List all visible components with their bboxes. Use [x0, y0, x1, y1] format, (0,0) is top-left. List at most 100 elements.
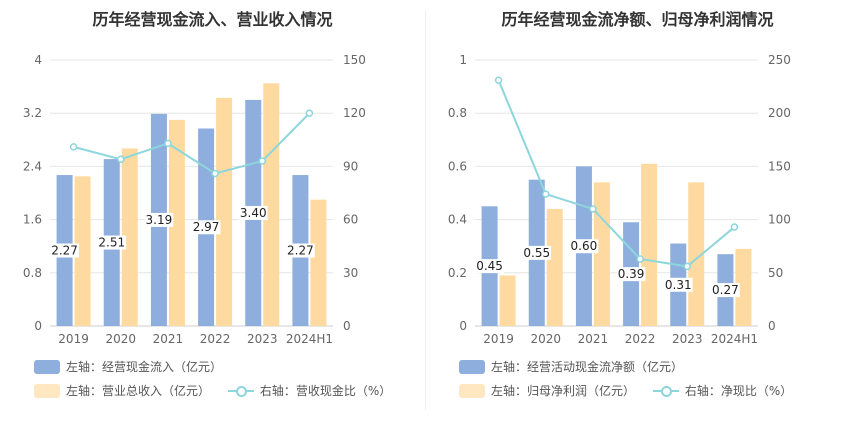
y-left-tick-label: 4	[34, 53, 42, 67]
legend-item-bar1[interactable]: 左轴：经营活动现金流净额（亿元）	[459, 359, 683, 375]
x-tick-label: 2023	[247, 332, 278, 346]
bar-series-2	[735, 248, 752, 326]
data-label-background	[97, 235, 127, 250]
line-point	[69, 143, 78, 151]
data-label: 2.27	[287, 244, 314, 258]
legend-label: 左轴：经营活动现金流净额（亿元）	[491, 360, 684, 374]
chart-legend: 左轴：经营现金流入（亿元） 左轴：营业总收入（亿元） 右轴：营收现金比（%）	[34, 359, 392, 399]
y-right-tick-label: 90	[343, 159, 358, 173]
bar-series-2	[499, 275, 516, 326]
x-tick-label: 2021	[578, 332, 609, 346]
x-tick-label: 2022	[625, 332, 656, 346]
data-label-background	[286, 243, 315, 258]
chart-panel-netcash-profit: 历年经营现金流净额、归母净利润情况 0 0 0.2 50 0.4 100 0.6 150 0.8…	[425, 0, 850, 437]
bar-series-2	[263, 83, 280, 327]
x-tick-label: 2019	[483, 332, 514, 346]
legend-swatch	[459, 384, 485, 398]
x-tick-label: 2020	[105, 332, 136, 346]
y-left-tick-label: 3.2	[23, 106, 42, 120]
data-label-background	[191, 220, 221, 235]
panel-divider	[425, 10, 426, 410]
y-right-tick-label: 30	[343, 266, 358, 280]
legend-item-line[interactable]: 右轴：营收现金比（%）	[227, 383, 392, 399]
data-label-background	[50, 243, 79, 258]
y-right-tick-label: 250	[768, 53, 791, 67]
data-label-background	[711, 283, 740, 298]
bar-series-2	[121, 148, 138, 326]
line-point	[211, 169, 219, 178]
x-tick-label: 2019	[58, 332, 89, 346]
data-label: 3.19	[146, 213, 173, 227]
x-tick-label: 2020	[530, 332, 561, 346]
y-right-tick-label: 50	[768, 266, 783, 280]
line-point	[305, 109, 314, 117]
data-label: 2.97	[193, 220, 220, 234]
bar-series-2	[310, 199, 327, 326]
line-series	[73, 112, 311, 175]
x-tick-label: 2021	[153, 332, 184, 346]
data-label-background	[475, 259, 504, 274]
bar-series-2	[216, 97, 233, 326]
legend-item-bar2[interactable]: 左轴：归母净利润（亿元）	[459, 383, 635, 399]
y-left-tick-label: 2.4	[23, 159, 42, 173]
y-left-tick-label: 0	[459, 319, 467, 333]
line-point	[117, 155, 125, 164]
y-right-tick-label: 100	[768, 213, 791, 227]
chart-legend: 左轴：经营活动现金流净额（亿元） 左轴：归母净利润（亿元） 右轴：净现比（%）	[425, 0, 850, 437]
data-label-background	[522, 245, 552, 260]
chart-title: 历年经营现金流入、营业收入情况	[92, 10, 333, 29]
legend-item-bar1[interactable]: 左轴：经营现金流入（亿元）	[34, 359, 222, 375]
line-point	[258, 157, 266, 165]
y-right-tick-label: 200	[768, 106, 791, 120]
x-tick-label: 2024H1	[286, 332, 333, 346]
chart-plot: 0 0 0.2 50 0.4 100 0.6 150 0.8 200 1 250 2019 2020 202…	[448, 53, 791, 346]
data-label-background	[238, 205, 268, 220]
data-label: 3.40	[240, 206, 267, 220]
legend-swatch	[34, 384, 60, 398]
data-label-background	[144, 212, 174, 227]
bar-series-2	[593, 182, 610, 326]
legend-label: 左轴：营业总收入（亿元）	[66, 384, 211, 398]
data-label: 0.60	[571, 239, 598, 253]
data-label: 0.55	[523, 246, 550, 260]
legend-swatch	[34, 360, 60, 374]
bar-series-2	[641, 163, 658, 326]
y-left-tick-label: 0.8	[448, 106, 467, 120]
y-right-tick-label: 60	[343, 213, 358, 227]
data-label: 0.39	[618, 267, 645, 281]
legend-label: 左轴：经营现金流入（亿元）	[66, 360, 223, 374]
line-point	[683, 262, 691, 271]
line-point	[636, 255, 644, 263]
chart-plot: 0 0 0.8 30 1.6 60 2.4 90 3.2 120 4 150 2019 2020 2021 2…	[23, 53, 366, 346]
x-tick-label: 2024H1	[711, 332, 758, 346]
y-left-tick-label: 0.4	[448, 213, 467, 227]
data-label-background	[569, 239, 599, 254]
legend-item-line[interactable]: 右轴：净现比（%）	[652, 383, 793, 399]
legend-item-bar2[interactable]: 左轴：营业总收入（亿元）	[34, 383, 210, 399]
y-right-tick-label: 150	[343, 53, 366, 67]
line-point	[164, 139, 172, 148]
data-label: 2.27	[51, 244, 78, 258]
legend-line-swatch	[227, 384, 254, 398]
y-right-tick-label: 0	[343, 319, 351, 333]
data-label: 0.31	[665, 278, 692, 292]
line-point	[494, 76, 503, 84]
legend-label: 右轴：净现比（%）	[684, 384, 793, 398]
chart-panel-cashflow-revenue: 历年经营现金流入、营业收入情况 0 0 0.8 30 1.6 60 2.4 90 3.2 120 4…	[23, 10, 392, 399]
y-left-tick-label: 1	[459, 53, 467, 67]
line-point	[589, 205, 597, 213]
legend-label: 右轴：营收现金比（%）	[259, 384, 392, 398]
y-left-tick-label: 1.6	[23, 213, 42, 227]
legend-swatch	[459, 360, 485, 374]
y-left-tick-label: 0	[34, 319, 42, 333]
data-label-background	[616, 267, 646, 282]
line-point	[730, 223, 739, 231]
y-right-tick-label: 150	[768, 159, 791, 173]
x-tick-label: 2023	[672, 332, 703, 346]
legend-line-swatch	[652, 384, 679, 398]
line-point	[542, 190, 550, 198]
bar-series-2	[168, 119, 185, 326]
y-left-tick-label: 0.8	[23, 266, 42, 280]
data-label: 2.51	[98, 236, 125, 250]
x-tick-label: 2022	[200, 332, 231, 346]
